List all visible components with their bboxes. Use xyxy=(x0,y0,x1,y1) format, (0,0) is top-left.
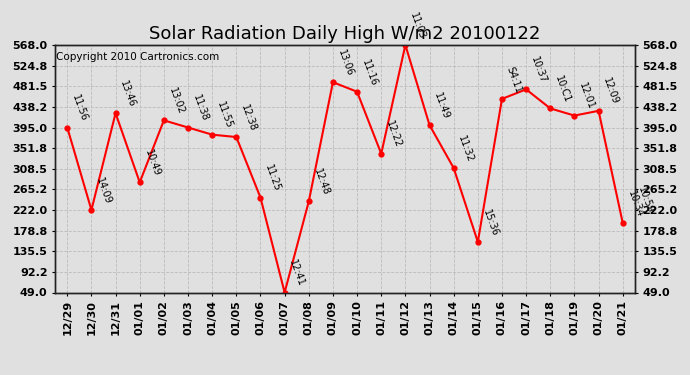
Text: 14:09: 14:09 xyxy=(95,176,113,206)
Text: 11:32: 11:32 xyxy=(457,134,475,164)
Text: 12:48: 12:48 xyxy=(312,167,331,197)
Text: 11:25: 11:25 xyxy=(264,164,282,193)
Text: Copyright 2010 Cartronics.com: Copyright 2010 Cartronics.com xyxy=(57,53,219,62)
Text: 12:09: 12:09 xyxy=(602,77,620,106)
Text: S4:11: S4:11 xyxy=(505,65,524,94)
Text: 10:37: 10:37 xyxy=(529,55,548,85)
Text: 12:01: 12:01 xyxy=(578,81,596,111)
Text: 11:49: 11:49 xyxy=(433,91,451,121)
Text: 13:46: 13:46 xyxy=(119,79,137,109)
Text: 13:02: 13:02 xyxy=(167,86,186,116)
Text: 12:41: 12:41 xyxy=(288,258,306,288)
Text: 11:55: 11:55 xyxy=(215,100,234,130)
Title: Solar Radiation Daily High W/m2 20100122: Solar Radiation Daily High W/m2 20100122 xyxy=(149,26,541,44)
Text: 13:06: 13:06 xyxy=(336,48,355,78)
Text: 12:22: 12:22 xyxy=(384,119,403,149)
Text: 11:38: 11:38 xyxy=(191,93,210,123)
Text: 15:36: 15:36 xyxy=(481,208,500,237)
Text: 12:38: 12:38 xyxy=(239,103,258,133)
Text: 10:59
10:34: 10:59 10:34 xyxy=(626,185,656,218)
Text: 11:16: 11:16 xyxy=(360,58,379,87)
Text: 10:49: 10:49 xyxy=(143,148,161,178)
Text: 10:C1: 10:C1 xyxy=(553,74,572,104)
Text: 11:56: 11:56 xyxy=(70,93,89,123)
Text: 11:03: 11:03 xyxy=(408,11,427,40)
